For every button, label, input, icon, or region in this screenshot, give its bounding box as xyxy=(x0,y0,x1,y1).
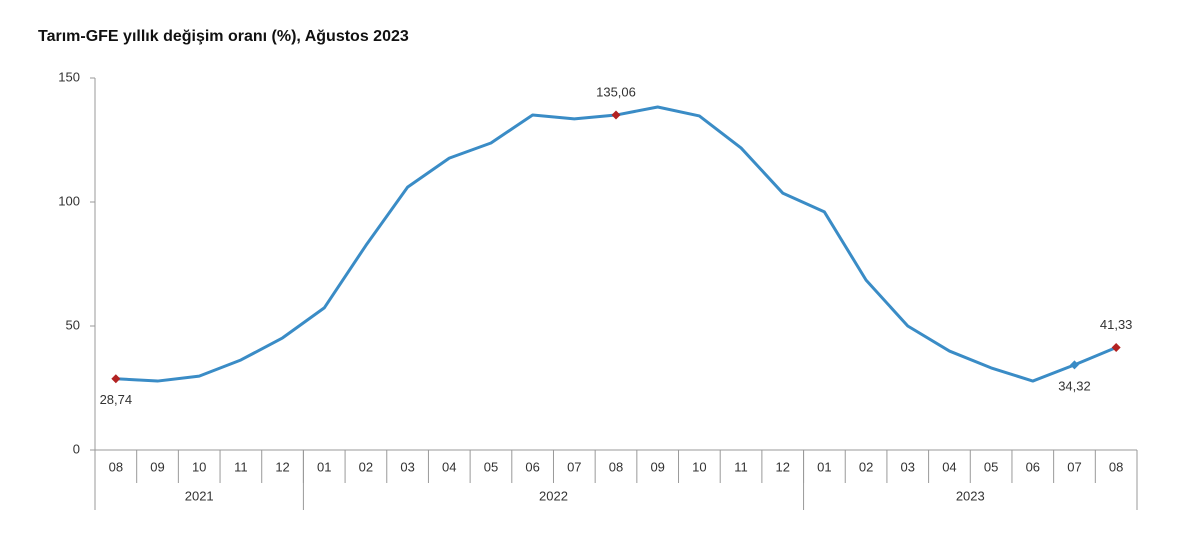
x-tick-label: 07 xyxy=(1067,459,1081,474)
x-tick-label: 08 xyxy=(609,459,623,474)
x-tick-label: 09 xyxy=(650,459,664,474)
y-tick-label: 150 xyxy=(58,69,80,84)
x-tick-label: 05 xyxy=(984,459,998,474)
x-group-label: 2023 xyxy=(956,488,985,503)
x-tick-label: 08 xyxy=(109,459,123,474)
data-line xyxy=(115,105,1117,383)
x-tick-label: 06 xyxy=(1026,459,1040,474)
x-group-label: 2022 xyxy=(539,488,568,503)
y-tick-label: 0 xyxy=(73,441,80,456)
x-tick-label: 02 xyxy=(859,459,873,474)
x-tick-label: 08 xyxy=(1109,459,1123,474)
x-tick-label: 02 xyxy=(359,459,373,474)
data-marker xyxy=(1111,343,1121,353)
x-tick-label: 03 xyxy=(400,459,414,474)
data-marker xyxy=(1069,360,1079,370)
data-label: 41,33 xyxy=(1100,317,1133,332)
data-label: 28,74 xyxy=(100,392,133,407)
x-tick-label: 11 xyxy=(734,459,748,474)
x-tick-label: 10 xyxy=(192,459,206,474)
x-tick-label: 04 xyxy=(442,459,456,474)
x-tick-label: 12 xyxy=(775,459,789,474)
data-label: 34,32 xyxy=(1058,378,1091,393)
x-tick-label: 06 xyxy=(525,459,539,474)
x-group-label: 2021 xyxy=(185,488,214,503)
chart-title: Tarım-GFE yıllık değişim oranı (%), Ağus… xyxy=(38,28,409,45)
data-marker xyxy=(611,110,621,120)
y-tick-label: 100 xyxy=(58,193,80,208)
data-label: 135,06 xyxy=(596,84,636,99)
x-tick-label: 09 xyxy=(150,459,164,474)
y-tick-label: 50 xyxy=(66,317,80,332)
x-tick-label: 04 xyxy=(942,459,956,474)
x-tick-label: 11 xyxy=(234,459,248,474)
x-tick-label: 05 xyxy=(484,459,498,474)
x-tick-label: 12 xyxy=(275,459,289,474)
x-tick-label: 01 xyxy=(317,459,331,474)
x-tick-label: 10 xyxy=(692,459,706,474)
x-tick-label: 01 xyxy=(817,459,831,474)
x-tick-label: 07 xyxy=(567,459,581,474)
x-tick-label: 03 xyxy=(901,459,915,474)
data-marker xyxy=(111,374,121,384)
